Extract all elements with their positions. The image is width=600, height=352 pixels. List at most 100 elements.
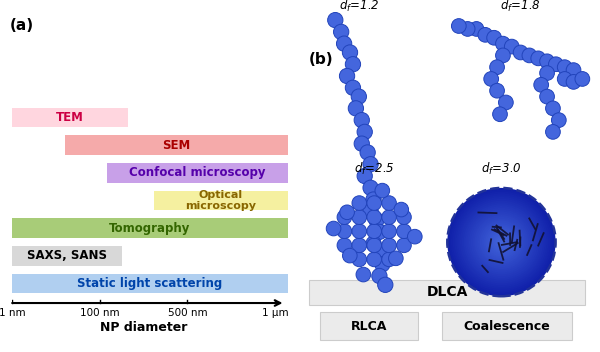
Circle shape <box>352 210 367 225</box>
Circle shape <box>498 238 505 246</box>
Circle shape <box>460 21 475 36</box>
Circle shape <box>367 210 382 225</box>
Circle shape <box>352 238 367 253</box>
Text: SAXS, SANS: SAXS, SANS <box>27 249 107 262</box>
Circle shape <box>382 252 397 267</box>
Circle shape <box>522 48 537 63</box>
Circle shape <box>551 113 566 127</box>
Circle shape <box>382 238 397 253</box>
Circle shape <box>505 39 519 54</box>
Text: SEM: SEM <box>162 139 190 152</box>
Circle shape <box>545 125 560 139</box>
Circle shape <box>352 224 367 239</box>
Circle shape <box>473 213 530 271</box>
Circle shape <box>466 206 538 278</box>
Circle shape <box>357 124 373 139</box>
Circle shape <box>485 226 518 258</box>
Circle shape <box>375 257 390 272</box>
Circle shape <box>496 36 510 51</box>
Circle shape <box>372 224 387 239</box>
Circle shape <box>337 224 352 239</box>
Text: Coalescence: Coalescence <box>463 320 550 333</box>
Circle shape <box>354 113 370 128</box>
Bar <box>309 280 585 304</box>
Circle shape <box>494 235 509 249</box>
Circle shape <box>557 71 572 86</box>
Text: Optical
microscopy: Optical microscopy <box>185 190 256 211</box>
Circle shape <box>351 89 367 104</box>
Circle shape <box>469 21 484 36</box>
Circle shape <box>453 193 550 291</box>
Circle shape <box>356 267 371 282</box>
Circle shape <box>337 210 352 225</box>
Circle shape <box>337 36 352 51</box>
Bar <box>65 136 288 155</box>
Circle shape <box>367 196 382 210</box>
Text: $d_f$=2.5: $d_f$=2.5 <box>354 161 394 177</box>
Bar <box>12 246 122 266</box>
Circle shape <box>397 238 411 253</box>
Circle shape <box>513 45 528 60</box>
Circle shape <box>484 71 499 86</box>
Text: NP diameter: NP diameter <box>100 321 187 334</box>
Circle shape <box>369 213 384 228</box>
Text: (a): (a) <box>10 18 34 33</box>
Text: DLCA: DLCA <box>427 285 468 299</box>
Circle shape <box>480 220 523 264</box>
Circle shape <box>343 45 358 60</box>
Circle shape <box>363 180 378 195</box>
Bar <box>12 274 288 293</box>
Circle shape <box>471 212 532 273</box>
Text: 500 nm: 500 nm <box>167 308 207 318</box>
Circle shape <box>449 190 554 294</box>
Text: RLCA: RLCA <box>350 320 387 333</box>
Circle shape <box>464 204 539 280</box>
Bar <box>107 163 288 182</box>
Circle shape <box>458 199 545 285</box>
Circle shape <box>345 80 361 95</box>
Circle shape <box>352 196 367 210</box>
Circle shape <box>352 252 367 267</box>
Circle shape <box>354 136 370 151</box>
Text: Static light scattering: Static light scattering <box>77 277 223 290</box>
Circle shape <box>394 202 409 217</box>
Circle shape <box>372 245 387 260</box>
Circle shape <box>478 27 493 42</box>
Circle shape <box>457 197 547 287</box>
Circle shape <box>366 236 381 251</box>
Circle shape <box>500 240 503 244</box>
Circle shape <box>337 238 352 253</box>
Circle shape <box>375 183 389 198</box>
Text: 1 μm: 1 μm <box>262 308 288 318</box>
Circle shape <box>340 205 355 220</box>
Circle shape <box>451 19 466 33</box>
Circle shape <box>499 95 513 110</box>
Circle shape <box>490 60 505 75</box>
Circle shape <box>326 221 341 236</box>
Bar <box>12 219 288 238</box>
Circle shape <box>377 277 393 293</box>
Circle shape <box>367 224 382 239</box>
Circle shape <box>328 12 343 28</box>
Bar <box>12 108 128 127</box>
Circle shape <box>534 77 548 92</box>
Text: $d_f$=1.2: $d_f$=1.2 <box>339 0 379 14</box>
Circle shape <box>348 101 364 116</box>
Circle shape <box>382 196 397 210</box>
Circle shape <box>490 83 505 98</box>
Circle shape <box>487 228 516 257</box>
Text: $d_f$=1.8: $d_f$=1.8 <box>500 0 541 14</box>
Circle shape <box>372 268 387 284</box>
Text: TEM: TEM <box>56 111 84 124</box>
Text: (b): (b) <box>309 52 334 68</box>
Circle shape <box>469 209 534 275</box>
Circle shape <box>334 24 349 39</box>
Circle shape <box>575 71 590 86</box>
Circle shape <box>566 75 581 89</box>
Circle shape <box>363 157 378 172</box>
Circle shape <box>491 231 512 253</box>
Circle shape <box>540 66 554 80</box>
Circle shape <box>540 54 554 69</box>
Circle shape <box>566 63 581 77</box>
Circle shape <box>493 107 508 121</box>
